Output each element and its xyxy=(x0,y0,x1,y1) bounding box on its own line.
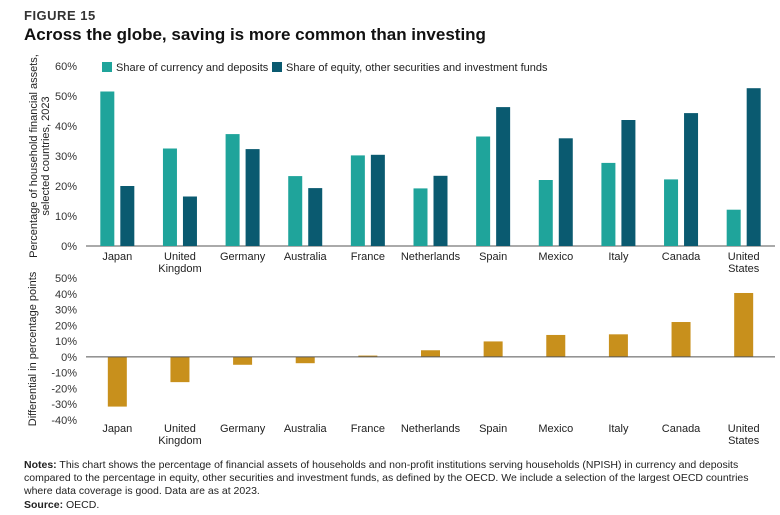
x-tick-label: Germany xyxy=(220,423,266,435)
bar-currency-deposits xyxy=(664,179,679,246)
chart-canvas: 0%10%20%30%40%50%60%Japan UnitedKingdomGe… xyxy=(27,54,775,447)
bar-equity-securities xyxy=(621,120,636,246)
bar-equity-securities xyxy=(182,196,197,246)
bar-differential xyxy=(734,292,754,357)
bar-equity-securities xyxy=(370,154,385,246)
y-tick-label: -40% xyxy=(51,415,77,427)
x-tick-label: States xyxy=(728,263,760,275)
bar-currency-deposits xyxy=(413,188,428,246)
notes-text: This chart shows the percentage of finan… xyxy=(24,459,749,497)
y-tick-label: 0% xyxy=(61,352,77,364)
x-tick-label: Australia xyxy=(284,251,328,263)
bar-equity-securities xyxy=(120,186,135,246)
y-tick-label: -10% xyxy=(51,368,77,380)
x-tick-label: Spain xyxy=(479,423,507,435)
x-tick-label: France xyxy=(351,251,385,263)
legend-label-equity: Share of equity, other securities and in… xyxy=(286,62,548,74)
figure-label: FIGURE 15 xyxy=(24,8,96,23)
y-tick-label: 50% xyxy=(55,91,77,103)
bar-differential xyxy=(421,350,440,357)
x-tick-label: United xyxy=(164,423,196,435)
y-tick-label: 40% xyxy=(55,121,77,133)
bar-equity-securities xyxy=(433,175,448,246)
y-tick-label: 40% xyxy=(55,289,77,301)
x-tick-label: Kingdom xyxy=(158,263,201,275)
x-tick-label: Germany xyxy=(220,251,266,263)
x-tick-label: Japan xyxy=(102,251,132,263)
source-label: Source: xyxy=(24,499,64,511)
bar-equity-securities xyxy=(684,113,699,246)
x-tick-label: Mexico xyxy=(538,251,573,263)
x-tick-label: Kingdom xyxy=(158,435,201,447)
x-tick-label: United xyxy=(728,251,760,263)
x-tick-label: Italy xyxy=(608,423,629,435)
x-tick-label: Mexico xyxy=(538,423,573,435)
y-tick-label: 50% xyxy=(55,273,77,285)
bar-differential xyxy=(483,341,503,357)
chart-notes: Notes: This chart shows the percentage o… xyxy=(24,459,764,498)
bar-currency-deposits xyxy=(225,134,240,246)
bar-differential xyxy=(358,355,378,357)
bar-currency-deposits xyxy=(601,162,616,246)
y-tick-label: 0% xyxy=(61,241,77,253)
bar-currency-deposits xyxy=(538,180,553,246)
x-tick-label: Australia xyxy=(284,423,328,435)
y-tick-label: 20% xyxy=(55,320,77,332)
y-tick-label: 10% xyxy=(55,336,77,348)
y-tick-label: -30% xyxy=(51,399,77,411)
bar-currency-deposits xyxy=(100,91,115,246)
bar-currency-deposits xyxy=(350,155,365,246)
bottom-chart: -40% -30% -20% -10% 0% 10% 20% 30% 40% 50% Japan Un… xyxy=(27,271,775,447)
bar-differential xyxy=(170,356,190,383)
chart-source: Source: OECD. xyxy=(24,499,99,511)
x-tick-label: Netherlands xyxy=(401,251,461,263)
bar-currency-deposits xyxy=(726,209,741,246)
bar-currency-deposits xyxy=(162,148,177,246)
top-chart: 0%10%20%30%40%50%60%Japan UnitedKingdomGe… xyxy=(28,54,775,275)
legend-label-currency: Share of currency and deposits xyxy=(116,62,269,74)
notes-label: Notes: xyxy=(24,459,57,471)
source-text: OECD. xyxy=(63,499,100,511)
y-tick-label: 30% xyxy=(55,151,77,163)
y-axis-label: Percentage of household financial assets… xyxy=(28,54,52,258)
x-tick-label: Netherlands xyxy=(401,423,461,435)
legend-swatch-equity xyxy=(272,62,282,72)
bar-differential xyxy=(107,356,127,407)
y-tick-label: 30% xyxy=(55,305,77,317)
x-tick-label: Spain xyxy=(479,251,507,263)
y-axis-label: Differential in percentage points xyxy=(27,271,39,426)
y-tick-label: -20% xyxy=(51,383,77,395)
bar-differential xyxy=(671,322,691,357)
bar-currency-deposits xyxy=(288,176,303,246)
chart-title: Across the globe, saving is more common … xyxy=(24,25,486,44)
bar-differential xyxy=(546,334,566,357)
x-tick-label: France xyxy=(351,423,385,435)
x-tick-label: Canada xyxy=(662,423,701,435)
bar-differential xyxy=(295,356,315,364)
y-tick-label: 20% xyxy=(55,181,77,193)
y-tick-label: 10% xyxy=(55,211,77,223)
bar-equity-securities xyxy=(245,149,260,246)
x-tick-label: United xyxy=(728,423,760,435)
bar-currency-deposits xyxy=(476,136,491,246)
y-tick-label: 60% xyxy=(55,61,77,73)
bar-equity-securities xyxy=(308,188,323,246)
bar-differential xyxy=(233,356,253,365)
legend-swatch-currency xyxy=(102,62,112,72)
x-tick-label: Italy xyxy=(608,251,629,263)
bar-equity-securities xyxy=(558,138,573,246)
bar-equity-securities xyxy=(746,88,761,246)
bar-differential xyxy=(608,334,628,357)
x-tick-label: Japan xyxy=(102,423,132,435)
x-tick-label: Canada xyxy=(662,251,701,263)
bar-equity-securities xyxy=(496,107,511,246)
x-tick-label: States xyxy=(728,435,760,447)
x-tick-label: United xyxy=(164,251,196,263)
